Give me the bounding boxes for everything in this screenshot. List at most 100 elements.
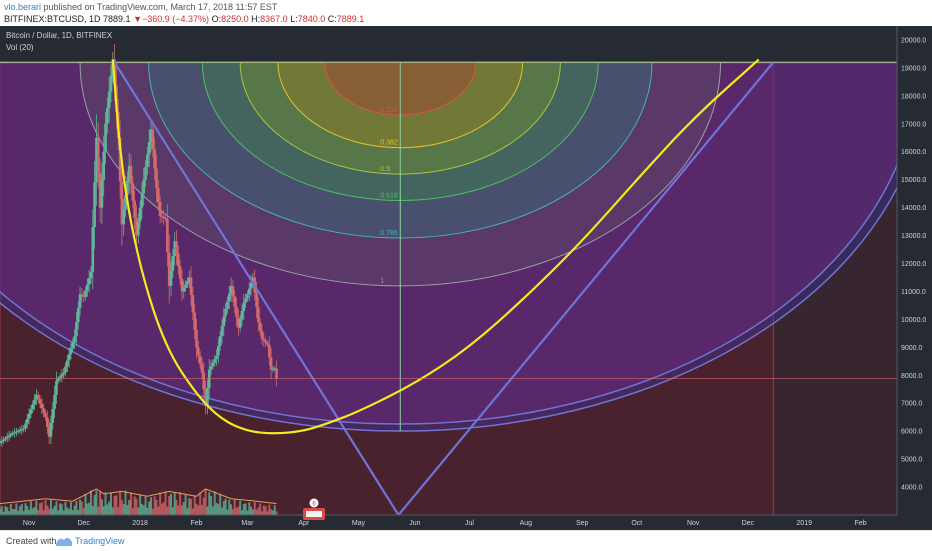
candle-body (78, 294, 82, 309)
volume-bar (208, 492, 211, 515)
candle-body (198, 355, 202, 365)
time-tick-label: Nov (23, 520, 36, 527)
volume-bar (155, 499, 158, 515)
time-tick-label: Aug (520, 520, 533, 527)
candle-body (131, 183, 135, 201)
volume-bar (126, 505, 129, 515)
candle-body (35, 394, 38, 400)
candle-body (7, 435, 11, 437)
candle-body (211, 362, 215, 367)
volume-bar (197, 505, 200, 515)
volume-bar (120, 499, 123, 515)
volume-bar (62, 510, 65, 515)
time-tick-label: Feb (855, 520, 867, 527)
candle-body (11, 433, 15, 435)
candle-body (124, 195, 127, 210)
volume-bar (2, 511, 5, 515)
volume-bar (71, 510, 74, 515)
candle-body (47, 426, 51, 437)
volume-bar (271, 510, 274, 515)
candle-body (0, 440, 4, 443)
candle-body (217, 345, 220, 356)
volume-bar (31, 508, 34, 515)
candle-body (69, 348, 73, 355)
volume-bar (8, 511, 11, 515)
candle-body (93, 182, 96, 228)
publish-info: published on TradingView.com, March 17, … (43, 2, 278, 12)
candle-body (171, 256, 175, 271)
volume-bar (137, 507, 140, 515)
tradingview-brand[interactable]: TradingView (75, 536, 125, 546)
volume-bar (244, 503, 247, 515)
candle-body (164, 217, 167, 219)
volume-bar (64, 501, 67, 515)
candle-body (120, 181, 124, 225)
volume-bar (226, 509, 229, 515)
volume-bar (239, 500, 242, 515)
volume-bar (177, 505, 180, 515)
volume-bar (69, 502, 72, 515)
event-flag-icon[interactable]: 6 (303, 498, 325, 521)
candle-body (177, 253, 180, 267)
candle-body (13, 432, 16, 434)
volume-bar (48, 508, 51, 515)
candle-body (89, 271, 93, 279)
time-tick-label: May (352, 520, 366, 527)
candle-body (80, 294, 84, 296)
candle-body (255, 292, 258, 308)
volume-bar (222, 501, 225, 515)
author-link[interactable]: vlo.berari (4, 2, 42, 12)
footer: Created with TradingView (0, 530, 932, 551)
candle-body (266, 342, 269, 345)
candle-body (46, 417, 49, 427)
volume-bar (6, 507, 9, 515)
candle-body (275, 368, 278, 379)
chart-area[interactable]: 0.236 0.382 0.5 0.618 0.786 1 4000.0 5000.0 600… (0, 26, 932, 530)
candle-body (222, 316, 226, 327)
candle-body (189, 277, 193, 295)
price-chart[interactable]: 0.236 0.382 0.5 0.618 0.786 1 4000.0 5000.0 600… (0, 26, 932, 530)
volume-bar (33, 506, 36, 515)
volume-bar (164, 491, 167, 515)
candle-body (191, 294, 195, 313)
candle-body (229, 285, 233, 294)
last-price: 7889.1 (103, 14, 131, 24)
volume-bar (91, 505, 94, 515)
volume-bar (93, 494, 96, 515)
candle-body (109, 75, 113, 92)
candle-body (71, 342, 75, 349)
candle-body (160, 216, 164, 218)
volume-bar (213, 491, 216, 515)
volume-bar (20, 504, 23, 515)
trend-line (111, 58, 400, 516)
candle-body (238, 319, 242, 328)
volume-bar (168, 495, 171, 515)
price-tick-label: 4000.0 (901, 485, 923, 492)
candle-body (95, 137, 98, 183)
time-tick-label: Jun (409, 520, 420, 527)
volume-bar (275, 511, 278, 515)
time-tick-label: 2018 (132, 520, 148, 527)
svg-text:6: 6 (312, 502, 316, 508)
fib-level-label: 1 (380, 278, 384, 285)
volume-bar (140, 503, 143, 515)
price-change: −360.9 (−4.37%) (142, 14, 210, 24)
candle-body (162, 216, 166, 218)
candle-body (151, 129, 155, 149)
low-value: 7840.0 (297, 14, 326, 24)
volume-bar (82, 507, 85, 515)
volume-bar (160, 503, 163, 515)
volume-bar (262, 505, 265, 515)
volume-bar (248, 502, 251, 515)
cup-curve (111, 58, 760, 435)
time-tick-label: Jul (465, 520, 474, 527)
candle-body (60, 374, 64, 377)
candle-body (209, 366, 213, 370)
volume-bar (53, 505, 56, 515)
volume-bar (35, 500, 38, 515)
volume-bar (104, 492, 107, 515)
price-tick-label: 7000.0 (901, 401, 923, 408)
volume-bar (97, 506, 100, 515)
time-tick-label: Mar (241, 520, 254, 527)
volume-bar (219, 493, 222, 515)
